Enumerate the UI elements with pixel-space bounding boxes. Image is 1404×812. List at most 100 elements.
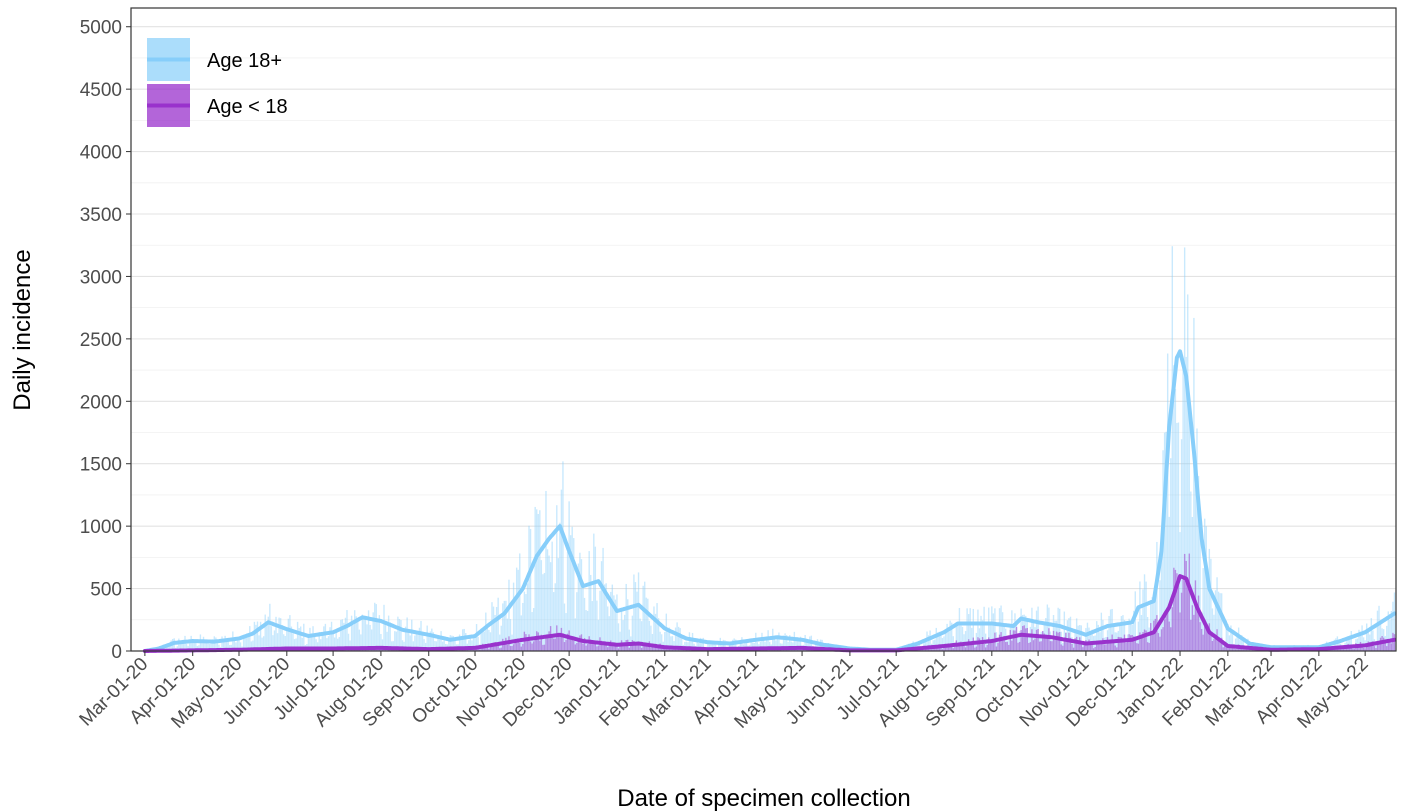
daily-bar bbox=[463, 628, 465, 651]
daily-bar bbox=[659, 631, 661, 651]
daily-bar bbox=[344, 617, 347, 651]
daily-bar bbox=[269, 603, 271, 651]
daily-bar bbox=[1001, 637, 1004, 651]
daily-bar bbox=[392, 641, 394, 651]
daily-bar bbox=[1227, 646, 1229, 651]
daily-bar bbox=[940, 633, 942, 651]
daily-bar bbox=[1194, 484, 1197, 651]
daily-bar bbox=[1103, 637, 1106, 651]
daily-bar bbox=[1012, 630, 1015, 651]
daily-bar bbox=[411, 619, 413, 651]
daily-bar bbox=[289, 615, 291, 651]
daily-bar bbox=[310, 635, 313, 651]
daily-bar bbox=[1063, 611, 1066, 651]
daily-bar bbox=[212, 639, 214, 651]
daily-bar bbox=[1367, 631, 1369, 651]
daily-bar bbox=[1375, 641, 1377, 651]
daily-bar bbox=[1043, 633, 1045, 651]
plot-panel-border bbox=[130, 7, 1397, 652]
daily-bar bbox=[539, 640, 541, 651]
daily-bar bbox=[560, 489, 563, 651]
daily-bar bbox=[1234, 649, 1237, 651]
daily-bar bbox=[403, 641, 405, 651]
daily-bar bbox=[639, 645, 641, 651]
daily-bar bbox=[1083, 644, 1086, 651]
daily-bar bbox=[603, 643, 606, 651]
daily-bar bbox=[688, 632, 691, 651]
daily-bar bbox=[949, 620, 951, 651]
daily-bar bbox=[330, 621, 333, 651]
daily-bar bbox=[809, 636, 811, 651]
daily-bar bbox=[1222, 647, 1224, 651]
daily-bar bbox=[1389, 620, 1391, 651]
daily-bar bbox=[773, 637, 775, 651]
daily-bar bbox=[213, 636, 215, 651]
daily-bar bbox=[1174, 388, 1177, 651]
daily-bar bbox=[1120, 616, 1123, 651]
daily-bar bbox=[1075, 618, 1078, 651]
daily-bar bbox=[1245, 649, 1248, 651]
daily-bar bbox=[580, 559, 583, 651]
daily-bar bbox=[1057, 632, 1059, 651]
daily-bar bbox=[1096, 621, 1098, 651]
daily-bar bbox=[1116, 647, 1118, 651]
daily-bar bbox=[640, 647, 643, 651]
daily-bar bbox=[989, 623, 991, 651]
daily-bar bbox=[963, 645, 965, 651]
daily-bar bbox=[627, 599, 629, 651]
daily-bar bbox=[1114, 645, 1116, 651]
daily-bar bbox=[750, 639, 752, 651]
daily-bar bbox=[690, 637, 692, 651]
daily-bar bbox=[1372, 641, 1374, 651]
daily-bar bbox=[631, 615, 634, 651]
daily-bar bbox=[1219, 639, 1221, 651]
daily-bar bbox=[448, 638, 450, 651]
daily-bar bbox=[483, 631, 485, 651]
daily-bar bbox=[267, 616, 269, 651]
daily-bar bbox=[327, 636, 330, 651]
daily-bar bbox=[391, 641, 393, 651]
daily-bar bbox=[1080, 644, 1082, 651]
daily-bar bbox=[1386, 625, 1388, 651]
daily-bar bbox=[1173, 567, 1175, 651]
daily-bar bbox=[441, 641, 444, 651]
daily-bar bbox=[657, 618, 660, 651]
daily-bar bbox=[1230, 647, 1232, 651]
daily-bar bbox=[340, 619, 342, 651]
daily-bar bbox=[1126, 642, 1129, 651]
daily-bar bbox=[1059, 631, 1061, 651]
daily-bar bbox=[961, 626, 964, 651]
daily-bar bbox=[298, 628, 300, 651]
daily-bar bbox=[967, 614, 970, 651]
daily-bar bbox=[611, 643, 614, 651]
daily-bar bbox=[477, 636, 479, 651]
y-tick-label: 3000 bbox=[80, 267, 122, 288]
daily-bar bbox=[469, 637, 472, 651]
daily-bar bbox=[179, 641, 182, 651]
daily-bar bbox=[957, 623, 959, 651]
daily-bar bbox=[1387, 639, 1389, 651]
daily-bar bbox=[1075, 636, 1078, 651]
daily-bar bbox=[551, 541, 553, 651]
daily-bar bbox=[208, 644, 211, 651]
trend-line bbox=[142, 349, 1397, 653]
daily-bar bbox=[1376, 610, 1379, 651]
daily-bar bbox=[566, 552, 569, 651]
daily-bar bbox=[966, 644, 968, 651]
daily-bar bbox=[526, 583, 529, 651]
daily-bar bbox=[1001, 612, 1004, 651]
daily-bar bbox=[259, 621, 262, 651]
daily-bar bbox=[440, 631, 442, 651]
daily-bar bbox=[569, 636, 572, 651]
daily-bar bbox=[1220, 637, 1223, 651]
daily-bar bbox=[657, 646, 660, 651]
daily-bar bbox=[789, 635, 791, 651]
daily-bar bbox=[1006, 641, 1008, 651]
daily-bar bbox=[1236, 635, 1238, 651]
daily-bar bbox=[1190, 491, 1192, 651]
daily-bar bbox=[957, 645, 959, 651]
daily-bar bbox=[1042, 631, 1044, 651]
daily-bar bbox=[668, 648, 671, 651]
daily-bar bbox=[258, 635, 260, 651]
daily-bar bbox=[1046, 604, 1049, 651]
